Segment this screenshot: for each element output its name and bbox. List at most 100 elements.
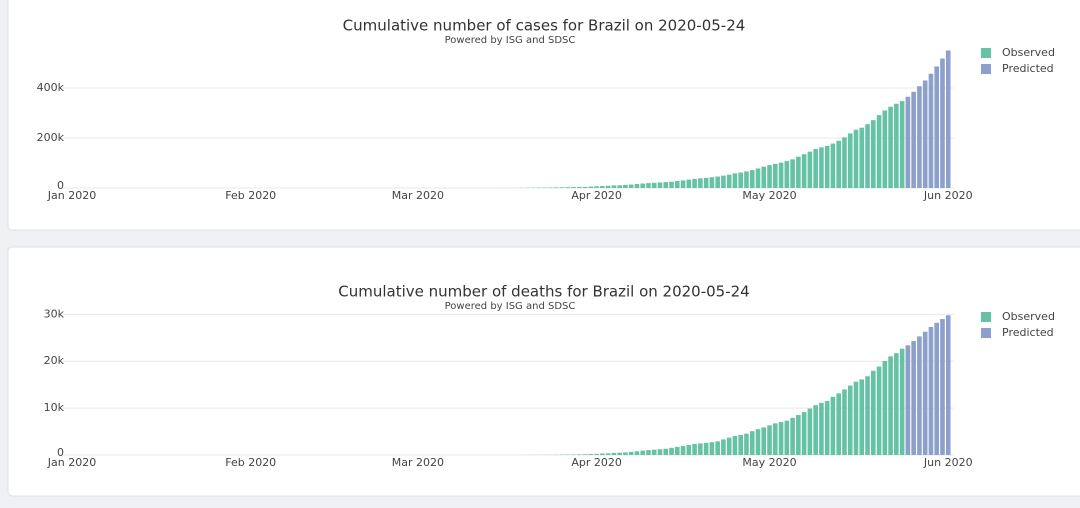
bar [605,185,611,188]
bar [571,187,576,188]
bar [698,443,703,455]
bar [634,451,640,455]
bar [726,437,732,455]
legend-swatch [981,312,991,322]
bar [755,429,761,455]
bar [761,166,767,188]
legend-swatch [981,328,991,338]
bar [623,452,628,455]
bar [582,186,588,188]
bar [594,453,599,455]
legend-label: Predicted [1002,326,1054,339]
bar [894,353,899,455]
bar [882,110,888,188]
x-tick-label: Jan 2020 [47,189,96,202]
bar [778,162,784,188]
x-tick-label: Feb 2020 [225,456,276,469]
bar [715,441,720,455]
x-tick-label: Jun 2020 [923,456,973,469]
bar [548,187,553,188]
bar [876,366,882,455]
bar [617,185,622,188]
bar [674,180,680,188]
bar [899,101,905,188]
bar [801,154,807,188]
bar [749,431,755,455]
bar [600,453,605,455]
bar [882,361,888,455]
bar [703,177,709,188]
legend-swatch [981,64,991,74]
bar [819,147,824,188]
bar [796,414,801,455]
bar [628,184,634,188]
chart-subtitle: Powered by ISG and SDSC [445,35,576,46]
bar [680,445,686,455]
bar [680,180,686,188]
bar [726,174,732,188]
bar [945,315,951,455]
bar [698,178,703,188]
bar [830,143,836,188]
bar [824,400,830,455]
bar [651,449,657,455]
bar [778,422,784,455]
bar [859,379,865,455]
bar [646,450,651,455]
bar [772,423,778,455]
bar [657,449,663,455]
chart-title: Cumulative number of deaths for Brazil o… [338,283,749,301]
bar [940,319,945,455]
bar [853,381,859,455]
bar [582,454,588,455]
bar [917,86,922,188]
bar [611,452,617,455]
bar [628,451,634,455]
bar [865,124,870,188]
x-tick-label: Mar 2020 [392,189,444,202]
bar [899,348,905,455]
bar [813,405,818,455]
bar [686,179,692,188]
bar [853,129,859,188]
x-tick-label: Feb 2020 [225,189,276,202]
bar [559,187,565,188]
bar [686,444,692,455]
bar [588,454,594,455]
bar [784,420,790,455]
bar [934,66,940,188]
bar [749,170,755,188]
bar [692,443,697,455]
bar [669,181,674,188]
chart-subtitle: Powered by ISG and SDSC [445,301,576,312]
bar [830,396,836,455]
bar [922,331,928,455]
bar [894,103,899,188]
bar [761,427,767,455]
bar [738,434,744,455]
bar [836,393,842,455]
x-tick-label: Jun 2020 [923,189,973,202]
bar [934,322,940,455]
bar [865,376,870,455]
bar [911,91,916,188]
chart-title: Cumulative number of cases for Brazil on… [343,17,746,35]
bar [772,163,778,188]
bar [767,425,772,455]
bar [588,186,594,188]
x-tick-label: May 2020 [742,456,796,469]
bar [928,327,934,455]
bar [905,345,911,455]
bar [870,120,876,188]
bar [807,408,813,455]
bar [576,454,582,455]
y-tick-label: 0 [57,179,64,192]
bar [801,412,807,455]
bar [744,171,749,188]
bar [611,185,617,188]
bar [605,453,611,455]
bar [911,341,916,455]
bar [888,106,893,188]
x-tick-label: Apr 2020 [571,456,622,469]
